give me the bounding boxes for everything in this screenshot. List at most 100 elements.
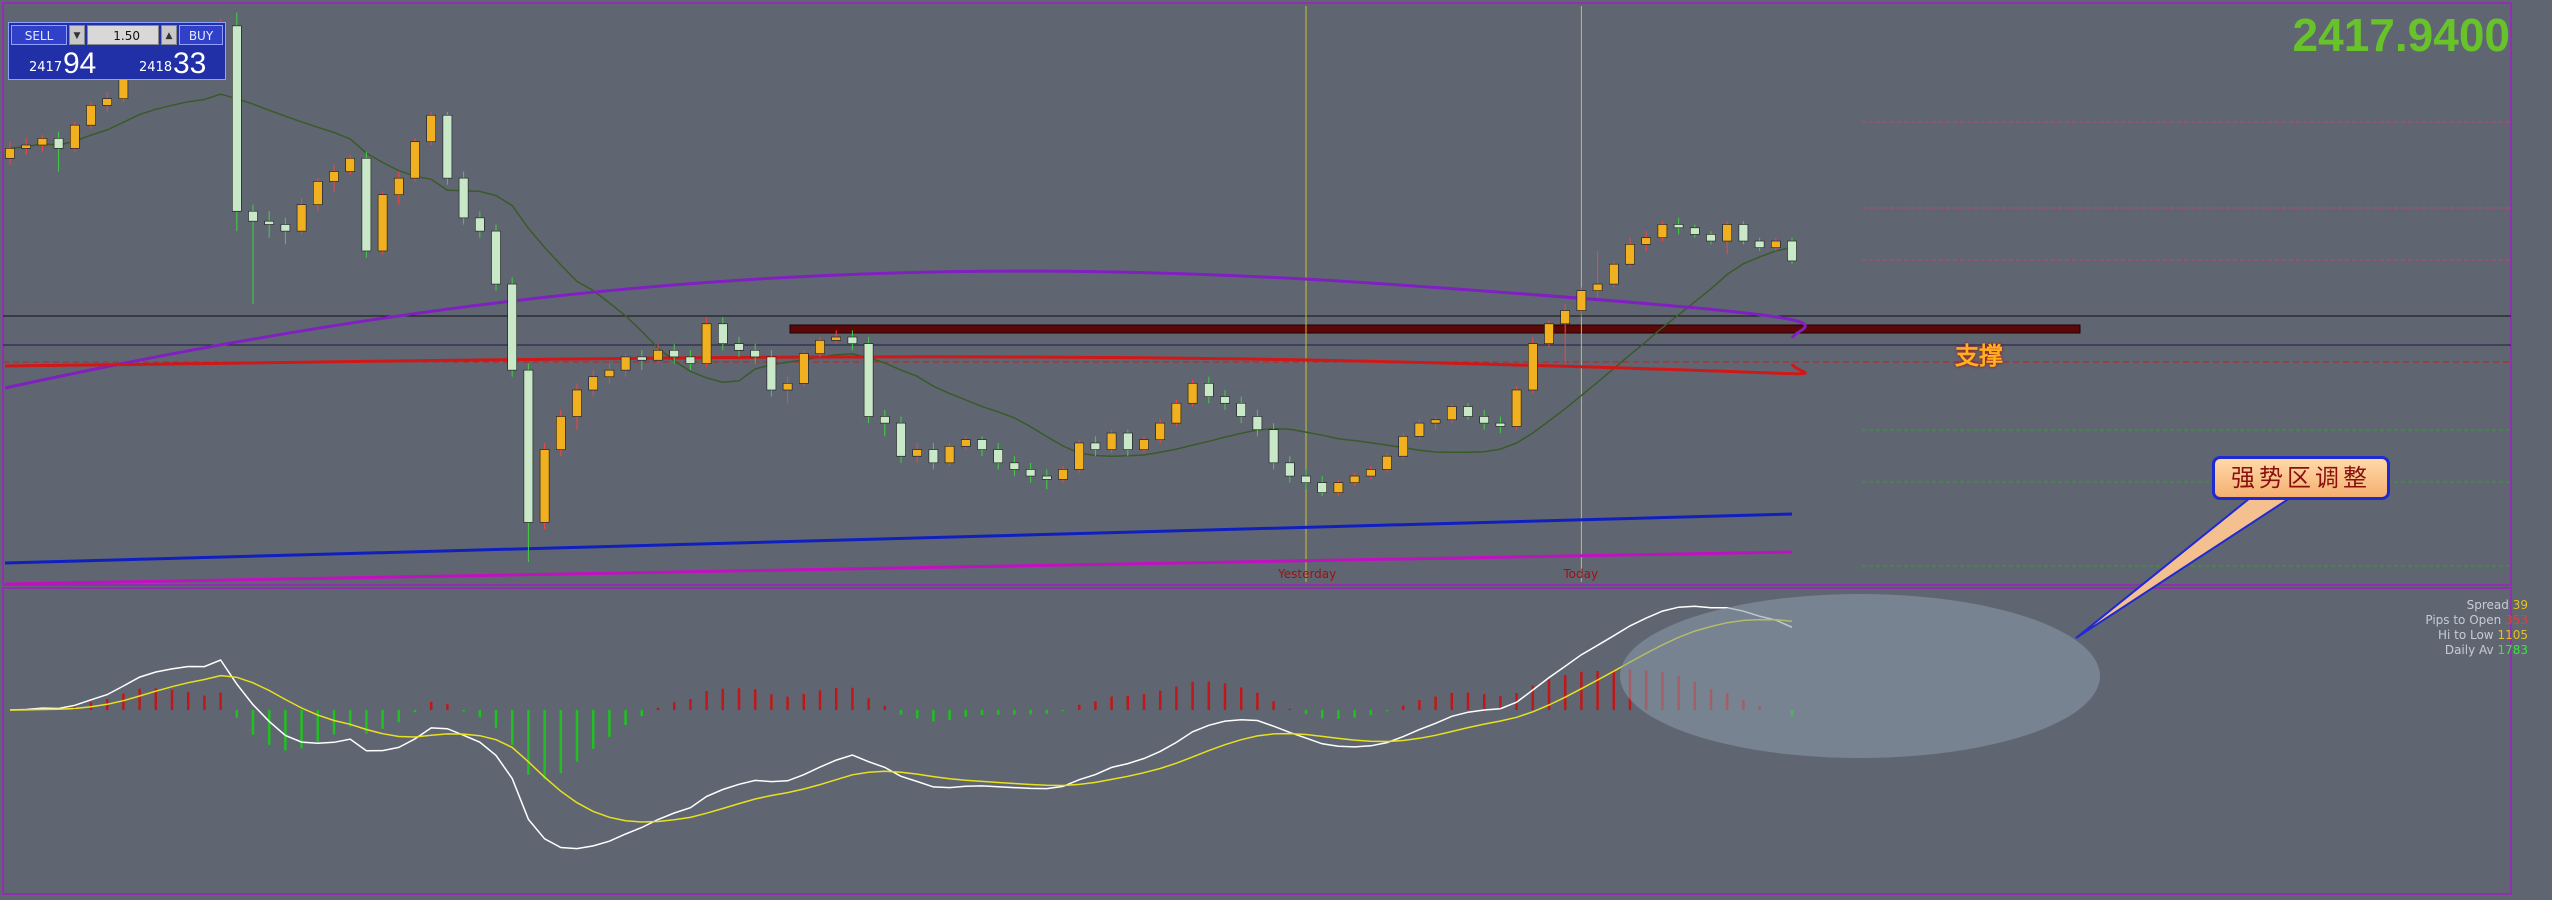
candle-body [1268,429,1279,464]
lot-size-input[interactable]: 1.50 [87,25,159,45]
buy-button[interactable]: BUY [179,25,223,45]
lot-increase-button[interactable]: ▲ [161,25,177,45]
candle-body [345,157,356,172]
candle-body [831,336,842,341]
candle-body [879,416,890,424]
buy-price-small: 2418 [139,60,173,75]
candle-body [1738,224,1749,242]
candle-body [1657,224,1668,239]
ma-red-line [4,355,1807,376]
candle-body [1771,240,1781,248]
level-lines [3,6,2511,582]
candle-body [669,349,680,358]
candle-body [750,349,761,358]
candle-body [1236,402,1246,417]
moving-averages [4,93,1807,586]
macd-panel-border [2,587,2512,895]
candle-body [1349,475,1360,483]
candle-body [1495,422,1506,427]
candle-body [572,389,582,417]
candle-body [960,439,971,447]
candle-body [1042,475,1052,480]
main-panel-border [2,2,2512,586]
candle-body [636,356,647,361]
candle-body [588,376,599,391]
ma-short-line [9,93,1793,457]
sell-button[interactable]: SELL [11,25,67,45]
candle-body [377,194,388,252]
spread-info: Spread 39 Pips to Open 353 Hi to Low 110… [2338,598,2528,658]
candle-body [944,445,955,464]
candle-body [912,449,923,457]
candle-body [1511,389,1522,427]
support-zone-band [789,324,2081,334]
candle-body [329,171,339,182]
candle-body [1528,343,1538,391]
today-label: Today [1563,567,1599,581]
candle-body [474,217,485,232]
candle-body [1090,442,1101,450]
candle-body [1641,237,1651,245]
highlight-ellipse [1620,594,2100,758]
daily-row: Daily Av 1783 [2444,643,2528,657]
pips-row: Pips to Open 353 [2425,613,2528,627]
candle-body [1560,310,1570,325]
candle-body [393,177,404,195]
candle-body [1479,416,1489,424]
candle-body [1430,419,1441,424]
buy-price-big: 33 [173,47,207,80]
candle-body [993,449,1004,464]
candle-body [863,343,874,417]
candle-body [232,25,242,212]
sell-price[interactable]: 2417 94 [29,47,119,80]
candle-body [798,353,809,384]
candle-body [1220,396,1230,404]
candle-body [1025,469,1036,477]
ma-purple-line [4,269,1807,390]
candle-body [1609,263,1619,285]
candle-body [604,369,615,378]
candle-body [1285,462,1295,477]
candle-body [539,449,550,523]
macd-panel [9,497,2294,850]
candle-body [1123,432,1133,450]
candle-body [1204,383,1214,397]
candle-body [1074,442,1084,470]
candle-body [1447,406,1457,421]
candle-body [1754,240,1765,248]
candle-body [1576,290,1587,311]
macd-main-line [9,605,1793,850]
support-label: 支撑 [1955,341,2003,370]
candle-body [280,224,291,232]
candle-body [458,177,469,219]
candle-body [847,336,858,344]
candle-body [734,343,744,351]
candle-body [1155,422,1165,440]
candle-body [102,98,112,106]
candle-body [1139,439,1149,450]
candle-body [296,204,307,232]
candle-body [86,105,96,126]
candle-body [5,148,15,159]
candle-body [1106,432,1117,450]
candles [5,12,1797,563]
candle-body [248,210,258,222]
candle-body [1722,224,1732,242]
candle-body [766,356,777,391]
candle-body [1382,455,1392,470]
candle-body [37,138,48,146]
candle-body [701,323,712,364]
candle-body [1787,240,1797,262]
callout-pointer [2075,497,2294,639]
buy-price[interactable]: 2418 33 [139,47,229,80]
candle-body [1171,402,1182,424]
ma-blue-line [4,512,1793,565]
callout-label: 强势区调整 [2212,456,2390,500]
chart-frame [2,2,2512,895]
current-price: 2417.9400 [2292,9,2510,61]
lot-decrease-button[interactable]: ▼ [69,25,85,45]
candle-body [70,124,80,149]
candle-body [1317,482,1327,493]
spread-row: Spread 39 [2466,598,2528,612]
candle-body [426,114,437,143]
